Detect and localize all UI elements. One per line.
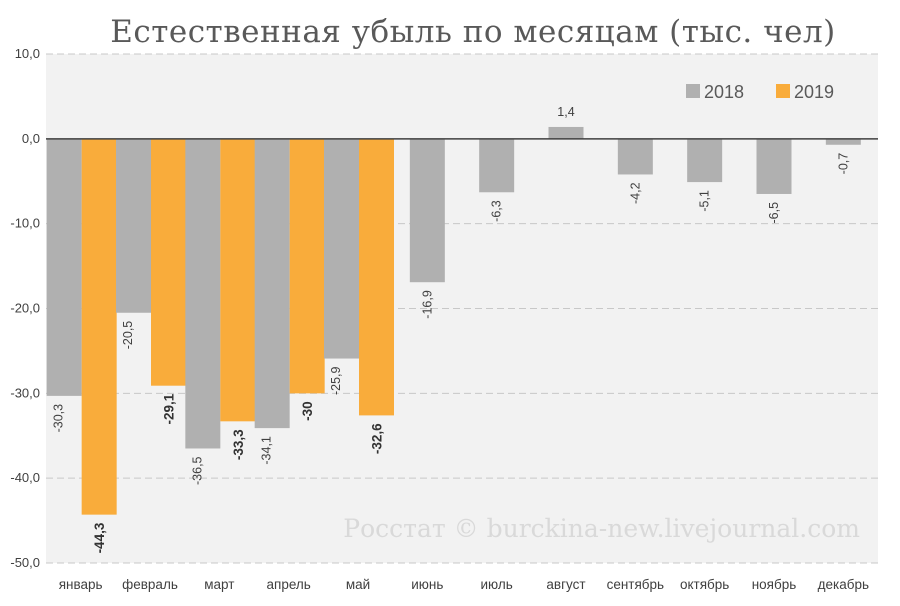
y-tick-label: -20,0 bbox=[10, 301, 40, 316]
bar-2019 bbox=[289, 138, 325, 394]
data-label-2019: -44,3 bbox=[92, 522, 107, 553]
data-label-2018: -0,7 bbox=[836, 153, 850, 175]
legend-swatch bbox=[776, 84, 790, 98]
bar-2018 bbox=[324, 138, 359, 359]
data-label-2019: -30 bbox=[300, 401, 315, 421]
y-tick-label: 10,0 bbox=[15, 46, 40, 61]
x-category-label: март bbox=[204, 577, 234, 592]
y-tick-label: -50,0 bbox=[10, 555, 40, 570]
bar-2018 bbox=[617, 138, 653, 175]
data-label-2018: -4,2 bbox=[628, 182, 642, 204]
bar-2018 bbox=[687, 138, 723, 183]
data-label-2018: -34,1 bbox=[260, 436, 274, 465]
x-category-label: апрель bbox=[267, 577, 311, 592]
data-label-2019: -29,1 bbox=[162, 393, 177, 424]
bar-2019 bbox=[220, 138, 256, 422]
bar-2018 bbox=[116, 138, 151, 313]
bar-2018 bbox=[254, 138, 290, 429]
legend-label: 2019 bbox=[794, 82, 834, 102]
y-tick-label: 0,0 bbox=[22, 131, 40, 146]
bar-2019 bbox=[81, 138, 117, 515]
bar-2018 bbox=[185, 138, 221, 449]
x-category-label: май bbox=[346, 577, 370, 592]
bar-2018 bbox=[825, 138, 861, 145]
chart-title: Естественная убыль по месяцам (тыс. чел) bbox=[110, 14, 836, 50]
data-label-2018: 1,4 bbox=[557, 105, 574, 119]
data-label-2018: -30,3 bbox=[52, 404, 66, 433]
x-category-label: февраль bbox=[122, 577, 178, 592]
data-label-2019: -32,6 bbox=[370, 423, 385, 454]
bar-2018 bbox=[46, 138, 82, 396]
x-category-label: ноябрь bbox=[752, 577, 797, 592]
x-category-label: сентябрь bbox=[607, 577, 664, 592]
bar-2018 bbox=[409, 138, 445, 283]
x-category-label: январь bbox=[59, 577, 103, 592]
data-label-2018: -6,5 bbox=[767, 202, 781, 224]
legend-swatch bbox=[686, 84, 700, 98]
bar-2018 bbox=[548, 126, 584, 139]
y-tick-label: -10,0 bbox=[10, 216, 40, 231]
x-category-label: июнь bbox=[411, 577, 443, 592]
data-label-2018: -36,5 bbox=[190, 456, 204, 485]
data-label-2018: -5,1 bbox=[698, 190, 712, 212]
data-label-2019: -33,3 bbox=[231, 429, 246, 460]
y-tick-label: -30,0 bbox=[10, 385, 40, 400]
x-category-label: октябрь bbox=[680, 577, 729, 592]
y-tick-label: -40,0 bbox=[10, 470, 40, 485]
bar-2018 bbox=[479, 138, 515, 193]
bar-2019 bbox=[359, 138, 394, 416]
bar-2019 bbox=[151, 138, 186, 386]
x-category-label: декабрь bbox=[818, 577, 869, 592]
data-label-2018: -16,9 bbox=[420, 290, 434, 319]
bar-2018 bbox=[756, 138, 792, 194]
x-category-label: август bbox=[546, 577, 585, 592]
data-label-2018: -20,5 bbox=[121, 321, 135, 350]
data-label-2018: -25,9 bbox=[329, 367, 343, 396]
legend-label: 2018 bbox=[704, 82, 744, 102]
x-category-label: июль bbox=[481, 577, 513, 592]
data-label-2018: -6,3 bbox=[490, 200, 504, 222]
watermark: Росстат © burckina-new.livejournal.com bbox=[343, 514, 860, 543]
